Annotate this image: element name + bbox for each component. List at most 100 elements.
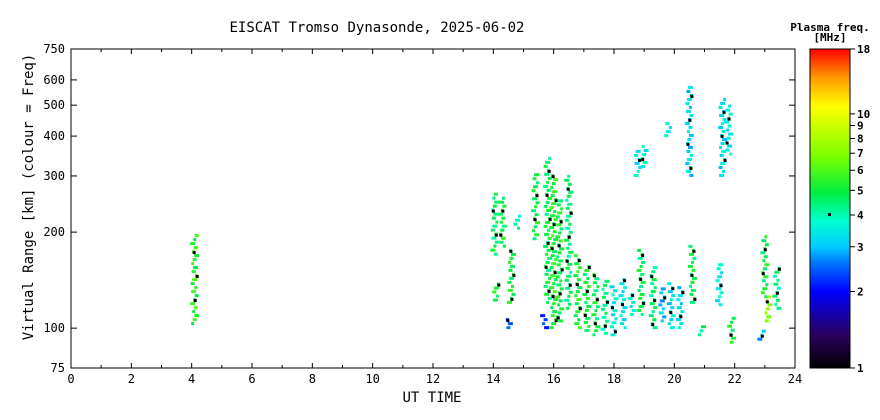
data-point xyxy=(772,294,778,298)
data-point xyxy=(638,165,643,169)
data-point xyxy=(604,311,608,315)
data-point-dark xyxy=(720,134,724,138)
data-point xyxy=(652,326,658,330)
x-tick-label: 10 xyxy=(365,372,379,386)
data-point xyxy=(586,304,592,308)
data-point xyxy=(621,318,627,322)
data-point xyxy=(715,279,720,283)
data-point xyxy=(508,268,513,272)
data-point xyxy=(715,299,721,303)
data-point xyxy=(652,266,658,270)
data-point xyxy=(550,186,554,190)
data-point-dark xyxy=(565,259,569,263)
data-point xyxy=(637,256,643,260)
data-point xyxy=(596,285,600,289)
data-point xyxy=(776,286,781,290)
data-point xyxy=(685,161,690,165)
data-point xyxy=(584,308,589,312)
data-point xyxy=(774,302,778,306)
data-point xyxy=(191,262,195,266)
colorbar-label: Plasma freq. xyxy=(790,21,869,34)
data-cluster xyxy=(609,285,619,337)
y-tick-label: 300 xyxy=(43,169,65,183)
data-point-dark xyxy=(535,194,539,198)
data-point xyxy=(191,270,196,274)
data-point xyxy=(575,290,580,294)
data-point xyxy=(544,326,550,330)
data-point xyxy=(502,204,507,208)
data-point xyxy=(510,284,514,288)
data-cluster xyxy=(582,264,592,332)
data-point-dark xyxy=(548,217,552,221)
data-point xyxy=(544,292,550,296)
data-point xyxy=(719,145,723,149)
data-point xyxy=(687,85,693,89)
data-cluster xyxy=(715,263,724,307)
data-point xyxy=(665,122,670,126)
data-point xyxy=(545,200,550,204)
data-point-dark xyxy=(499,233,503,237)
data-point xyxy=(676,306,682,310)
data-point xyxy=(764,243,769,247)
data-cluster xyxy=(497,196,507,248)
data-point xyxy=(559,247,565,251)
y-axis-ticks: 75 100 200 300 400 500 600 750 xyxy=(43,42,795,375)
data-point xyxy=(724,120,730,124)
data-point-dark xyxy=(193,299,197,303)
data-point xyxy=(491,236,497,240)
data-point xyxy=(688,133,694,137)
data-point xyxy=(569,270,573,274)
data-point xyxy=(497,212,503,216)
data-point xyxy=(690,260,694,264)
data-point xyxy=(627,296,633,300)
data-point-dark xyxy=(777,267,781,271)
data-point xyxy=(550,254,555,258)
data-point xyxy=(642,161,648,165)
data-point xyxy=(550,214,556,218)
data-point xyxy=(690,288,696,292)
data-point xyxy=(603,331,608,335)
data-point-dark xyxy=(587,265,591,269)
data-cluster xyxy=(633,149,643,177)
data-point xyxy=(642,153,647,157)
data-point xyxy=(688,244,693,248)
data-cluster xyxy=(757,329,766,341)
data-point xyxy=(686,157,692,161)
data-cluster xyxy=(573,254,583,330)
data-point-dark xyxy=(639,277,643,281)
data-point xyxy=(776,306,782,310)
colorbar-tick-label: 7 xyxy=(857,147,864,160)
data-point-dark xyxy=(719,284,723,288)
data-cluster xyxy=(600,279,610,335)
data-point xyxy=(595,305,600,309)
data-point xyxy=(544,232,550,236)
data-point xyxy=(719,173,725,177)
x-tick-label: 4 xyxy=(188,372,195,386)
data-point xyxy=(546,180,550,184)
y-tick-label: 750 xyxy=(43,42,65,56)
data-cluster xyxy=(506,248,516,304)
data-point-dark xyxy=(566,187,570,191)
data-point xyxy=(544,212,549,216)
data-point xyxy=(692,256,697,260)
data-point xyxy=(774,270,780,274)
data-point xyxy=(667,290,673,294)
data-point xyxy=(669,318,674,322)
data-point xyxy=(565,206,570,210)
data-point xyxy=(600,307,605,311)
data-point xyxy=(190,302,196,306)
data-cluster xyxy=(513,214,521,230)
data-cluster xyxy=(640,145,649,169)
data-point xyxy=(689,113,694,117)
colorbar-tick-label: 5 xyxy=(857,184,864,197)
data-point xyxy=(622,298,627,302)
data-point-dark xyxy=(557,244,561,248)
data-point xyxy=(566,306,570,310)
data-point xyxy=(549,266,554,270)
data-point xyxy=(666,302,672,306)
data-point-dark xyxy=(595,298,599,302)
data-point xyxy=(637,308,642,312)
data-point-dark xyxy=(614,330,617,334)
data-point-dark xyxy=(621,303,625,307)
